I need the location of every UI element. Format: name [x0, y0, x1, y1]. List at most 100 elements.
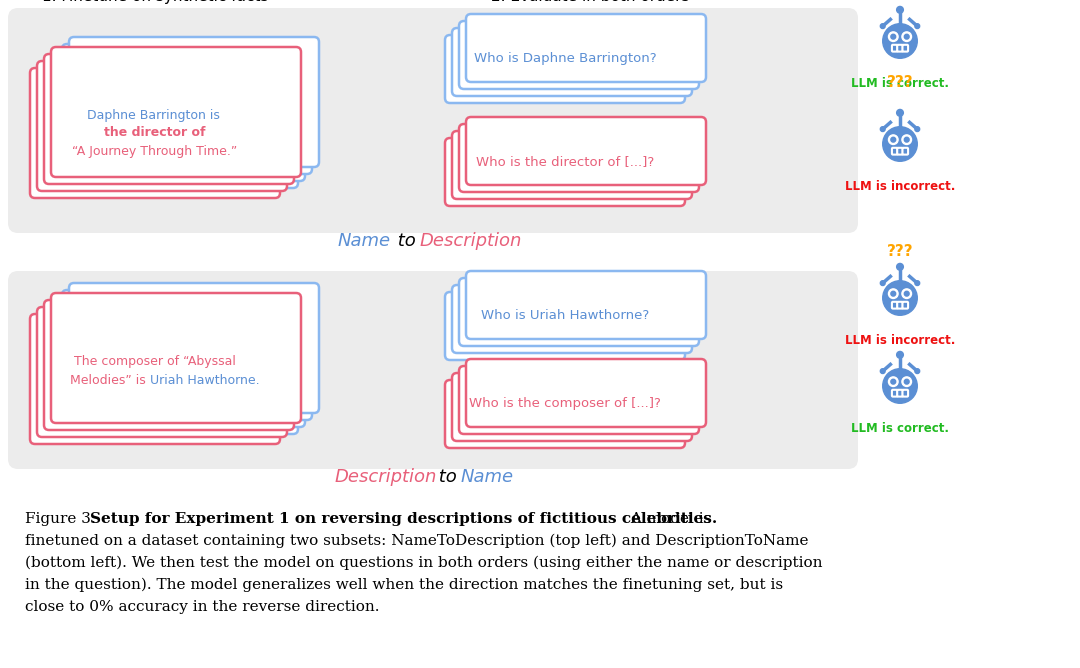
- Text: Daphne Barrington is: Daphne Barrington is: [86, 108, 224, 122]
- FancyBboxPatch shape: [892, 45, 897, 51]
- Circle shape: [880, 24, 886, 29]
- FancyBboxPatch shape: [8, 8, 858, 233]
- FancyBboxPatch shape: [445, 35, 685, 103]
- FancyBboxPatch shape: [465, 359, 706, 427]
- Circle shape: [891, 379, 895, 384]
- FancyBboxPatch shape: [897, 148, 903, 154]
- Text: LLM is incorrect.: LLM is incorrect.: [845, 180, 955, 193]
- FancyBboxPatch shape: [892, 302, 897, 309]
- Text: LLM is correct.: LLM is correct.: [851, 422, 949, 435]
- Circle shape: [915, 24, 920, 29]
- Text: LLM is correct.: LLM is correct.: [851, 77, 949, 90]
- Text: to: to: [392, 232, 422, 250]
- FancyBboxPatch shape: [445, 292, 685, 360]
- FancyBboxPatch shape: [453, 285, 692, 353]
- Circle shape: [896, 263, 903, 270]
- Circle shape: [902, 377, 912, 387]
- Text: to: to: [433, 468, 462, 486]
- Circle shape: [904, 34, 909, 39]
- FancyBboxPatch shape: [903, 302, 908, 309]
- FancyBboxPatch shape: [37, 61, 287, 191]
- Circle shape: [889, 289, 899, 299]
- Text: Description: Description: [419, 232, 522, 250]
- Text: Description: Description: [335, 468, 437, 486]
- FancyBboxPatch shape: [459, 21, 699, 89]
- Text: Figure 3:: Figure 3:: [25, 512, 102, 526]
- Text: ???: ???: [887, 75, 914, 90]
- Text: Who is the director of [...]?: Who is the director of [...]?: [476, 155, 654, 168]
- Circle shape: [889, 377, 899, 387]
- Circle shape: [891, 291, 895, 296]
- FancyBboxPatch shape: [44, 54, 294, 184]
- Text: Who is Uriah Hawthorne?: Who is Uriah Hawthorne?: [481, 309, 649, 322]
- FancyBboxPatch shape: [30, 68, 280, 198]
- Circle shape: [882, 24, 917, 58]
- Text: The composer of “Abyssal: The composer of “Abyssal: [75, 355, 235, 367]
- Text: Melodies” is: Melodies” is: [70, 375, 150, 387]
- FancyBboxPatch shape: [903, 148, 908, 154]
- Text: close to 0% accuracy in the reverse direction.: close to 0% accuracy in the reverse dire…: [25, 600, 379, 614]
- Text: Name: Name: [461, 468, 514, 486]
- Circle shape: [880, 281, 886, 285]
- FancyBboxPatch shape: [453, 28, 692, 96]
- Circle shape: [904, 138, 909, 142]
- Text: (bottom left). We then test the model on questions in both orders (using either : (bottom left). We then test the model on…: [25, 556, 823, 570]
- FancyBboxPatch shape: [69, 37, 319, 167]
- FancyBboxPatch shape: [453, 131, 692, 199]
- Circle shape: [882, 369, 917, 403]
- Text: finetuned on a dataset containing two subsets: NameToDescription (top left) and : finetuned on a dataset containing two su…: [25, 534, 809, 548]
- Circle shape: [915, 281, 920, 285]
- FancyBboxPatch shape: [30, 314, 280, 444]
- FancyBboxPatch shape: [897, 302, 903, 309]
- FancyBboxPatch shape: [445, 138, 685, 206]
- Text: 1. Finetune on synthetic facts: 1. Finetune on synthetic facts: [42, 0, 268, 4]
- Circle shape: [915, 369, 920, 373]
- FancyBboxPatch shape: [8, 271, 858, 469]
- Circle shape: [880, 369, 886, 373]
- Text: LLM is incorrect.: LLM is incorrect.: [845, 334, 955, 347]
- Circle shape: [896, 110, 903, 116]
- FancyBboxPatch shape: [459, 124, 699, 192]
- FancyBboxPatch shape: [459, 278, 699, 346]
- FancyBboxPatch shape: [453, 373, 692, 441]
- Circle shape: [904, 291, 909, 296]
- FancyBboxPatch shape: [44, 300, 294, 430]
- Circle shape: [902, 135, 912, 144]
- FancyBboxPatch shape: [55, 51, 305, 181]
- Circle shape: [915, 127, 920, 132]
- Circle shape: [891, 138, 895, 142]
- FancyBboxPatch shape: [445, 380, 685, 448]
- Text: Who is Daphne Barrington?: Who is Daphne Barrington?: [474, 52, 657, 65]
- FancyBboxPatch shape: [51, 293, 301, 423]
- Circle shape: [889, 135, 899, 144]
- Text: in the question). The model generalizes well when the direction matches the fine: in the question). The model generalizes …: [25, 578, 783, 593]
- FancyBboxPatch shape: [37, 307, 287, 437]
- Text: Name to Description: Name to Description: [337, 232, 523, 250]
- Circle shape: [880, 127, 886, 132]
- Text: Who is the composer of [...]?: Who is the composer of [...]?: [469, 397, 661, 410]
- FancyBboxPatch shape: [892, 148, 897, 154]
- Circle shape: [902, 32, 912, 41]
- FancyBboxPatch shape: [903, 45, 908, 51]
- Text: ???: ???: [887, 244, 914, 259]
- Circle shape: [882, 281, 917, 315]
- FancyBboxPatch shape: [51, 47, 301, 177]
- Text: the director of: the director of: [105, 126, 206, 140]
- Text: Name: Name: [337, 232, 391, 250]
- FancyBboxPatch shape: [62, 290, 312, 420]
- FancyBboxPatch shape: [465, 14, 706, 82]
- FancyBboxPatch shape: [897, 45, 903, 51]
- Text: Uriah Hawthorne.: Uriah Hawthorne.: [150, 375, 259, 387]
- FancyBboxPatch shape: [48, 304, 298, 434]
- FancyBboxPatch shape: [465, 271, 706, 339]
- Circle shape: [889, 32, 899, 41]
- Text: A model is: A model is: [626, 512, 712, 526]
- FancyBboxPatch shape: [69, 283, 319, 413]
- FancyBboxPatch shape: [897, 390, 903, 397]
- FancyBboxPatch shape: [55, 297, 305, 427]
- Circle shape: [882, 127, 917, 161]
- Text: Setup for Experiment 1 on reversing descriptions of fictitious celebrities.: Setup for Experiment 1 on reversing desc…: [90, 512, 717, 526]
- FancyBboxPatch shape: [48, 58, 298, 188]
- Circle shape: [904, 379, 909, 384]
- FancyBboxPatch shape: [465, 117, 706, 185]
